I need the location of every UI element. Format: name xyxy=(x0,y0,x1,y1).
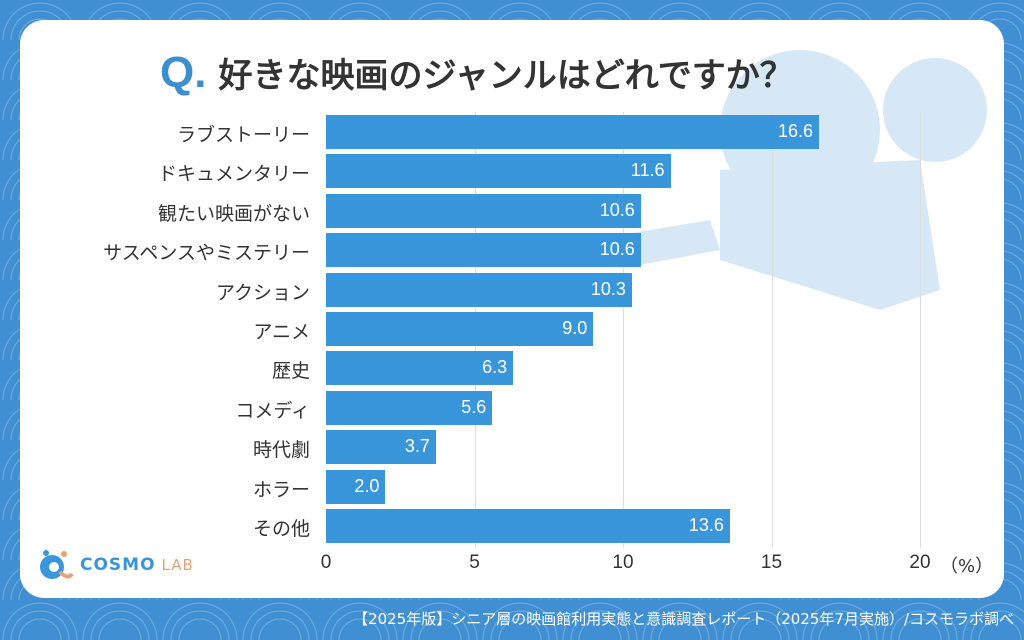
category-label: ホラー xyxy=(252,478,310,501)
logo-icon xyxy=(40,550,74,579)
x-tick-label: 10 xyxy=(612,552,634,573)
x-tick-label: 20 xyxy=(909,552,931,573)
data-label: 10.3 xyxy=(590,278,626,299)
gridline xyxy=(920,112,921,548)
category-label: その他 xyxy=(252,518,310,540)
category-label: サスペンスやミステリー xyxy=(103,242,310,265)
category-label: 時代劇 xyxy=(252,439,310,462)
title-text: 好きな映画のジャンルはどれですか？ xyxy=(218,56,794,96)
category-label: ラブストーリー xyxy=(176,124,310,146)
bar: 5.6 xyxy=(326,390,493,425)
q-mark: Q. xyxy=(160,48,207,97)
data-label: 6.3 xyxy=(482,357,508,378)
gridline xyxy=(771,112,773,548)
bar: 10.6 xyxy=(326,233,641,268)
bar: 10.3 xyxy=(326,272,632,307)
data-label: 11.6 xyxy=(630,160,665,181)
bar: 10.6 xyxy=(326,193,641,228)
data-label: 5.6 xyxy=(461,396,487,417)
category-label: アクション xyxy=(215,281,310,304)
bar: 11.6 xyxy=(326,154,671,189)
data-label: 10.6 xyxy=(599,199,635,220)
bar: 13.6 xyxy=(326,509,730,543)
chart-title: Q. 好きな映画のジャンルはどれですか？ xyxy=(160,48,794,98)
cosmo-lab-logo: COSMO LAB xyxy=(38,548,194,582)
category-label: 観たい映画がない xyxy=(157,202,310,225)
bar: 9.0 xyxy=(326,312,594,346)
category-label: 歴史 xyxy=(271,360,310,383)
data-label: 13.6 xyxy=(688,515,724,535)
bar: 6.3 xyxy=(326,351,514,386)
category-label: コメディ xyxy=(235,399,310,422)
data-label: 3.7 xyxy=(404,436,430,457)
logo-text-cosmo: COSMO xyxy=(80,555,156,575)
logo-text-lab: LAB xyxy=(161,556,194,574)
category-label: アニメ xyxy=(253,321,310,343)
x-tick-label: 5 xyxy=(469,552,480,573)
x-axis-unit: （%） xyxy=(940,556,994,577)
bar: 16.6 xyxy=(326,115,820,149)
data-label: 10.6 xyxy=(599,239,635,260)
data-label: 9.0 xyxy=(562,318,588,338)
bar: 2.0 xyxy=(326,469,386,504)
x-tick-label: 15 xyxy=(760,552,783,573)
data-label: 2.0 xyxy=(354,475,380,496)
source-footer: 【2025年版】シニア層の映画館利用実態と意識調査レポート（2025年7月実施）… xyxy=(353,610,1014,628)
x-tick-label: 0 xyxy=(320,552,332,573)
bar: 3.7 xyxy=(326,430,436,465)
gridline xyxy=(623,112,624,548)
data-label: 16.6 xyxy=(777,121,814,141)
category-label: ドキュメンタリー xyxy=(157,163,310,186)
